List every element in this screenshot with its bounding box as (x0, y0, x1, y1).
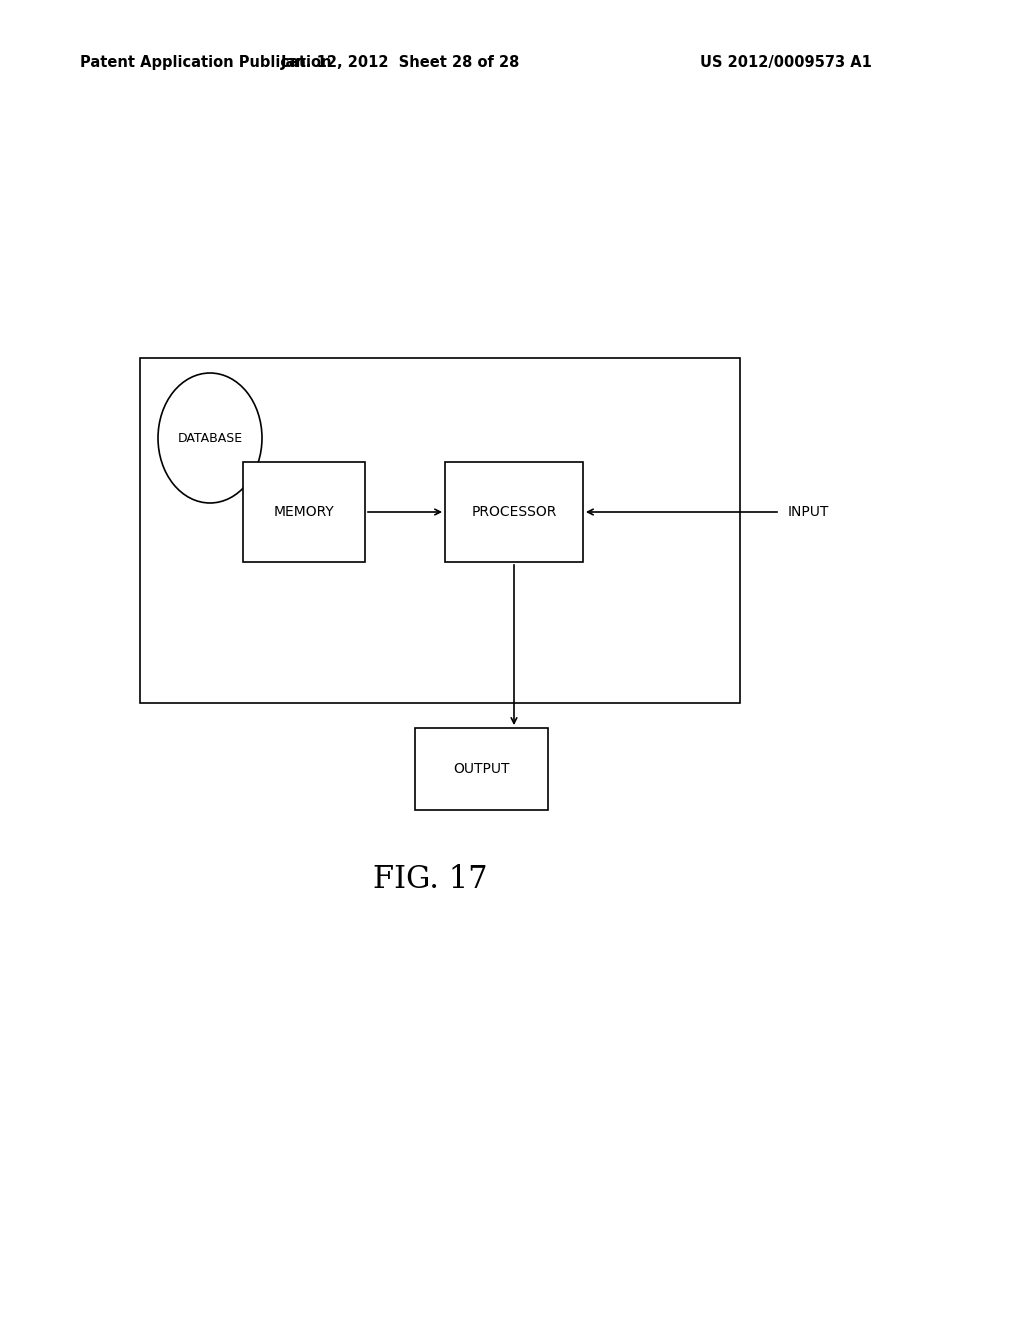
Bar (243, 462, 365, 562)
Ellipse shape (158, 374, 262, 503)
Text: Jan. 12, 2012  Sheet 28 of 28: Jan. 12, 2012 Sheet 28 of 28 (281, 54, 520, 70)
Text: DATABASE: DATABASE (177, 432, 243, 445)
Text: OUTPUT: OUTPUT (454, 762, 510, 776)
Bar (415, 729, 548, 810)
Bar (140, 358, 740, 704)
Text: US 2012/0009573 A1: US 2012/0009573 A1 (700, 54, 871, 70)
Text: MEMORY: MEMORY (273, 506, 335, 519)
Bar (445, 462, 583, 562)
Text: FIG. 17: FIG. 17 (373, 865, 487, 895)
Text: INPUT: INPUT (788, 506, 829, 519)
Text: Patent Application Publication: Patent Application Publication (80, 54, 332, 70)
Text: PROCESSOR: PROCESSOR (471, 506, 557, 519)
